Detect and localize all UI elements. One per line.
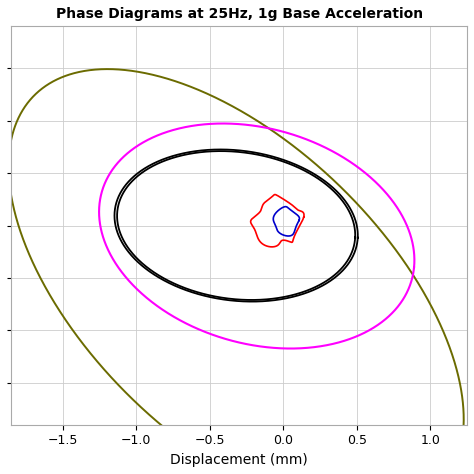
Title: Phase Diagrams at 25Hz, 1g Base Acceleration: Phase Diagrams at 25Hz, 1g Base Accelera… (55, 7, 423, 21)
X-axis label: Displacement (mm): Displacement (mm) (170, 453, 308, 467)
